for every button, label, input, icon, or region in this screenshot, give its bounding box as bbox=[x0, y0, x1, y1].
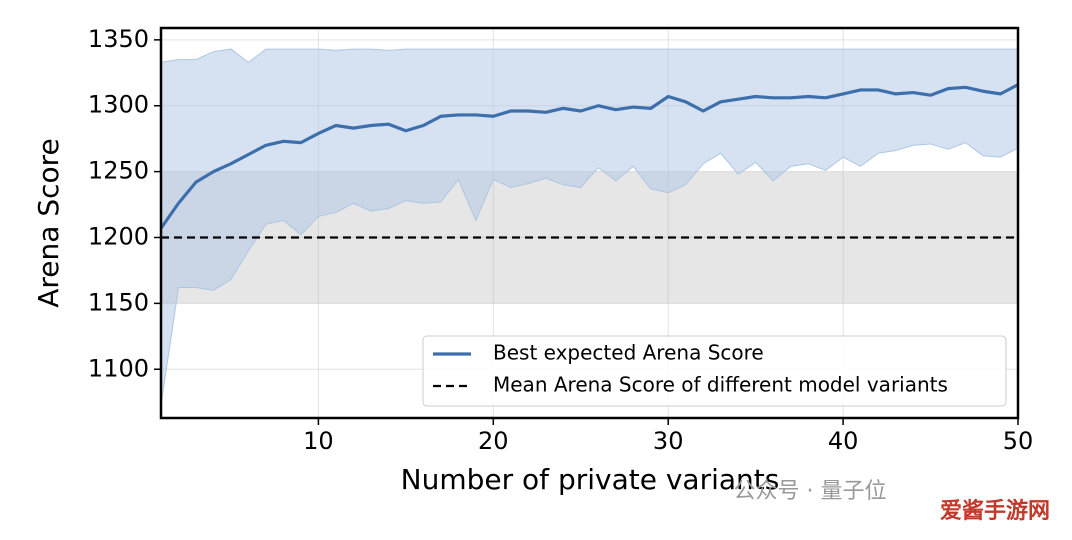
y-tick-label: 1250 bbox=[88, 157, 149, 185]
y-axis-label: Arena Score bbox=[32, 138, 65, 308]
x-tick-label: 50 bbox=[1003, 427, 1034, 455]
y-tick-label: 1350 bbox=[88, 25, 149, 53]
y-tick-label: 1150 bbox=[88, 288, 149, 316]
x-tick-label: 40 bbox=[828, 427, 859, 455]
watermark: 爱酱手游网 bbox=[940, 498, 1050, 524]
x-tick-label: 30 bbox=[653, 427, 684, 455]
legend-label: Best expected Arena Score bbox=[493, 341, 764, 365]
legend-label: Mean Arena Score of different model vari… bbox=[493, 373, 948, 397]
y-tick-label: 1300 bbox=[88, 91, 149, 119]
x-axis-label: Number of private variants bbox=[401, 463, 780, 496]
x-tick-label: 20 bbox=[478, 427, 509, 455]
plot-frame bbox=[159, 26, 1020, 420]
legend-box bbox=[422, 335, 1007, 407]
series-line bbox=[159, 83, 1019, 230]
y-tick-label: 1200 bbox=[88, 222, 149, 250]
x-tick-label: 10 bbox=[303, 427, 334, 455]
y-tick-label: 1100 bbox=[88, 354, 149, 382]
watermark: 公众号 · 量子位 bbox=[734, 479, 887, 504]
